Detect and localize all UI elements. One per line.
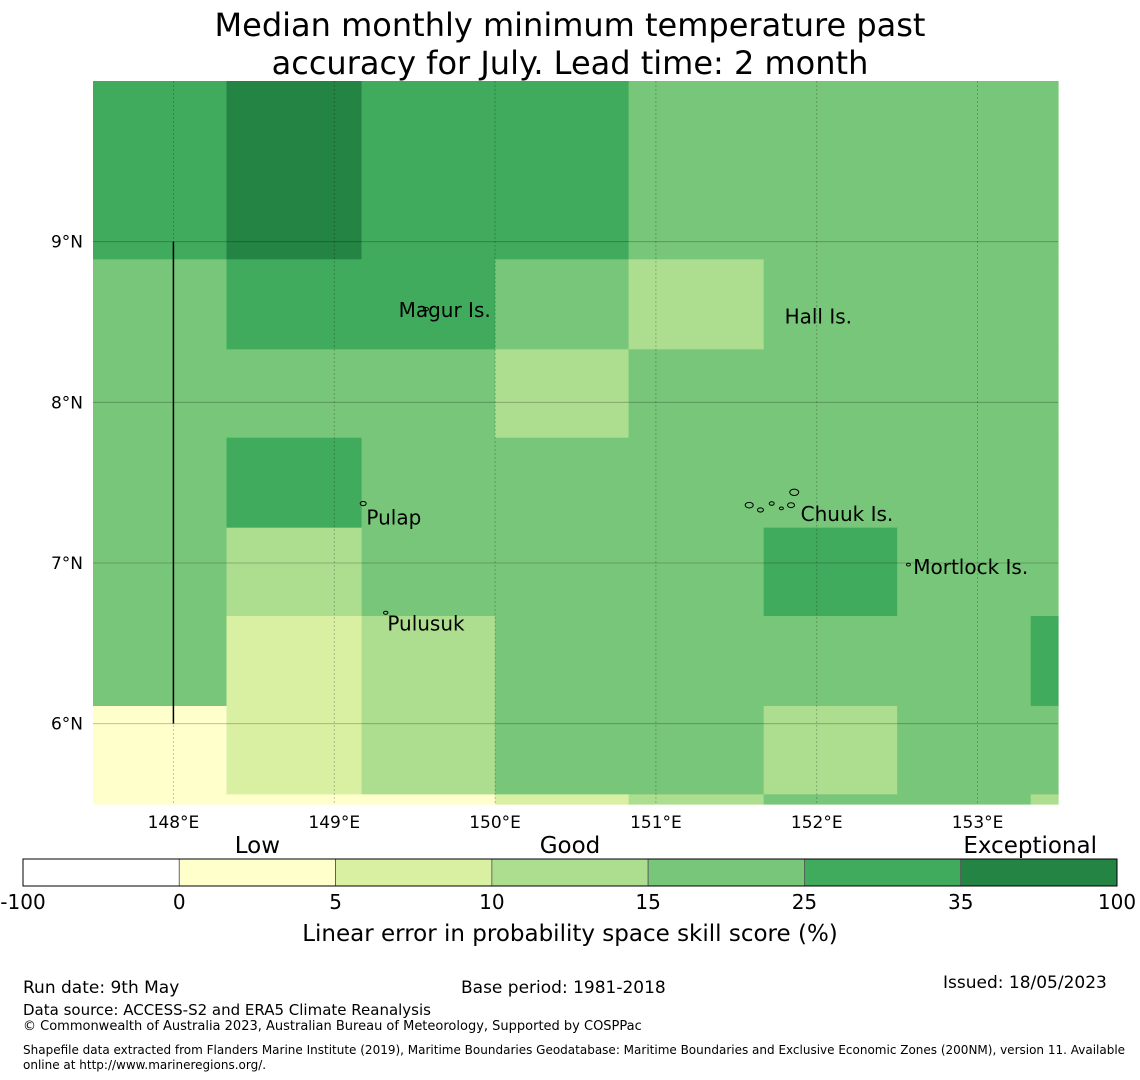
place-label: Pulusuk (387, 611, 465, 635)
place-label: Hall Is. (785, 305, 852, 329)
skill-cell (226, 81, 363, 260)
skill-cell (628, 349, 1059, 439)
skill-cell (1030, 794, 1059, 805)
place-labels: Magur Is. Hall Is. Pulap Chuuk Is. Mortlock … (366, 298, 1028, 635)
skill-cell (495, 616, 1032, 707)
skill-cell (93, 527, 228, 617)
base-period: Base period: 1981-2018 (461, 978, 666, 998)
island-icon (905, 562, 911, 567)
place-label: Magur Is. (399, 298, 491, 322)
skill-cell (495, 349, 630, 439)
skill-cell (628, 259, 765, 350)
skill-cell (93, 616, 228, 707)
colorbar-segment (335, 858, 493, 887)
island-icon (359, 500, 367, 507)
colorbar-tick-label: 35 (948, 890, 973, 914)
colorbar-tick-label: 15 (635, 890, 660, 914)
skill-cell (495, 259, 630, 350)
skill-cell (495, 794, 630, 805)
island-icon (756, 507, 764, 513)
colorbar-segment (491, 858, 649, 887)
skill-cell (628, 81, 1059, 260)
island-outlines (359, 306, 911, 615)
colorbar-segment (647, 858, 805, 887)
island-icon (422, 306, 429, 312)
skill-cell (93, 349, 496, 439)
colorbar-tick-label: 5 (329, 890, 342, 914)
skill-cell (93, 259, 228, 350)
lon-tick-label: 149°E (308, 813, 360, 833)
shapefile-credit-line-2: online at http://www.marineregions.org/. (23, 1058, 267, 1072)
place-label: Pulap (366, 505, 421, 529)
colorbar-segment (804, 858, 962, 887)
data-source: Data source: ACCESS-S2 and ERA5 Climate … (23, 1001, 431, 1019)
place-label: Mortlock Is. (913, 555, 1028, 579)
island-icon (787, 502, 796, 509)
skill-cell (226, 705, 363, 795)
skill-cell (361, 616, 496, 707)
colorbar-segment (22, 858, 180, 887)
island-icon (778, 506, 784, 511)
colorbar: -100 0 5 10 15 25 35 100 Low Good Exceptional Linea… (0, 833, 1136, 947)
lat-tick-label: 6°N (51, 715, 83, 735)
skill-cell (93, 437, 228, 529)
colorbar-segment (178, 858, 336, 887)
skill-cell (763, 527, 898, 617)
skill-cells (93, 81, 1059, 805)
lon-tick-label: 151°E (630, 813, 682, 833)
lat-tick-label: 7°N (51, 554, 83, 574)
issued-date: Issued: 18/05/2023 (943, 973, 1107, 993)
skill-cell (226, 259, 496, 350)
colorbar-tick-label: 0 (173, 890, 186, 914)
skill-cell (361, 437, 1059, 529)
colorbar-tick-label: -100 (0, 890, 45, 914)
colorbar-frame (22, 858, 1118, 887)
lat-tick-label: 9°N (51, 233, 83, 253)
skill-cell (361, 705, 496, 795)
island-icon (768, 501, 775, 506)
skill-cell (361, 81, 630, 260)
place-label: Chuuk Is. (801, 502, 894, 526)
island-icon (744, 501, 754, 509)
skill-cell (93, 705, 228, 795)
skill-cell (226, 616, 363, 707)
title-line-1: Median monthly minimum temperature past (214, 6, 926, 44)
skill-cell (93, 794, 496, 805)
skill-cell (93, 81, 228, 260)
axis-labels: 148°E 149°E 150°E 151°E 152°E 153°E 6°N 7°N 8°N 9… (51, 233, 1003, 833)
colorbar-category-label: Exceptional (963, 833, 1097, 859)
skill-cell (763, 705, 898, 795)
lon-tick-label: 152°E (791, 813, 843, 833)
lat-tick-label: 8°N (51, 393, 83, 413)
colorbar-title: Linear error in probability space skill … (302, 921, 838, 947)
colorbar-tick-label: 25 (792, 890, 817, 914)
run-date: Run date: 9th May (23, 978, 180, 998)
colorbar-category-label: Low (235, 833, 280, 859)
skill-cell (1030, 616, 1059, 707)
copyright-notice: © Commonwealth of Australia 2023, Austra… (23, 1019, 642, 1034)
colorbar-tick-label: 100 (1098, 890, 1136, 914)
skill-cell (628, 794, 765, 805)
colorbar-category-label: Good (540, 833, 601, 859)
skill-cell (897, 705, 1059, 795)
lon-tick-label: 148°E (148, 813, 200, 833)
chart-title: Median monthly minimum temperature past … (0, 6, 1140, 82)
colorbar-tick-label: 10 (479, 890, 504, 914)
island-icon (383, 610, 389, 615)
colorbar-segment (960, 858, 1118, 887)
lon-tick-label: 150°E (469, 813, 521, 833)
title-line-2: accuracy for July. Lead time: 2 month (271, 44, 869, 82)
skill-cell (897, 527, 1059, 617)
island-icon (789, 488, 800, 496)
skill-cell (361, 527, 765, 617)
skill-cell (763, 794, 1032, 805)
shapefile-credit-line-1: Shapefile data extracted from Flanders M… (23, 1043, 1126, 1057)
lon-tick-label: 153°E (952, 813, 1004, 833)
skill-cell (495, 705, 765, 795)
skill-cell (226, 527, 363, 617)
skill-cell (763, 259, 1059, 350)
skill-cell (226, 437, 363, 529)
